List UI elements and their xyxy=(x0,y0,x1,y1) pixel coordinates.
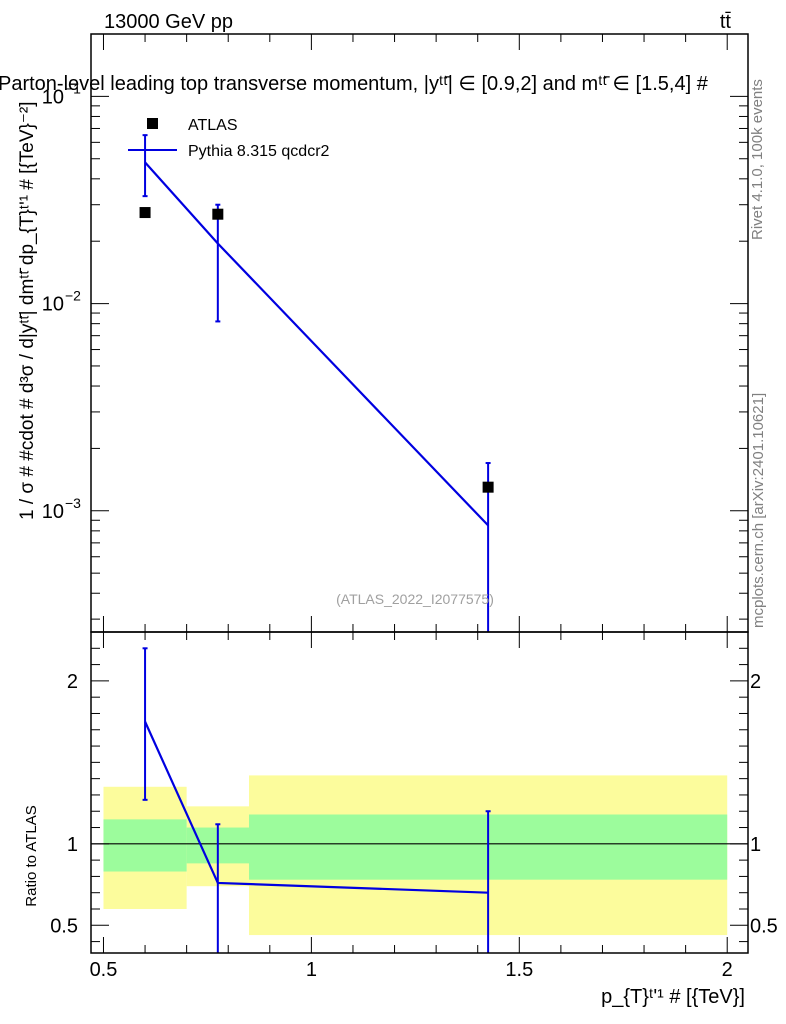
ratio-tick-label-right: 1 xyxy=(750,834,761,856)
axis-ticks xyxy=(91,33,748,953)
atlas-data-point xyxy=(482,481,494,493)
legend-pythia-label: Pythia 8.315 qcdcr2 xyxy=(188,143,330,160)
legend-atlas-label: ATLAS xyxy=(188,117,238,134)
ratio-tick-label-left: 1 xyxy=(67,834,78,856)
analysis-tag: (ATLAS_2022_I2077575) xyxy=(336,591,494,607)
ratio-tick-label-right: 2 xyxy=(750,671,761,693)
y-tick-exponent: −3 xyxy=(65,495,81,511)
mc-ratio-series xyxy=(142,647,491,953)
legend-atlas-marker xyxy=(147,118,158,129)
plot-frames xyxy=(90,33,749,954)
ratio-bands xyxy=(103,775,728,936)
x-tick-label: 1 xyxy=(306,959,317,981)
axis-tick-labels: 0.5 1 1.5 210−110−210 −30.5 0.51 12 2 xyxy=(42,80,778,981)
x-tick-label: 1.5 xyxy=(505,959,533,981)
y-tick-label: 10 xyxy=(42,294,64,316)
atlas-data-point xyxy=(212,208,224,220)
mc-main-series xyxy=(142,134,491,632)
y-tick-exponent: −2 xyxy=(65,288,81,304)
y-tick-label: 10 xyxy=(42,501,64,523)
mc-main-line xyxy=(144,161,489,527)
ratio-frame xyxy=(90,631,749,954)
ratio-tick-label-right: 0.5 xyxy=(750,915,778,937)
mcplots-label: mcplots.cern.ch [arXiv:2401.10621] xyxy=(750,393,767,628)
ratio-tick-label-left: 2 xyxy=(67,671,78,693)
x-tick-label: 0.5 xyxy=(90,959,118,981)
atlas-data-point xyxy=(139,207,151,219)
y-axis-label: 1 / σ # #cdot # d³σ / d|yᵗᵗ̄| dmᵗᵗ̄ dp_{… xyxy=(17,101,38,520)
x-tick-label: 2 xyxy=(722,959,733,981)
ratio-band-inner xyxy=(103,819,187,872)
ratio-y-axis-label: Ratio to ATLAS xyxy=(23,805,40,906)
y-tick-label: 10 xyxy=(42,86,64,108)
rivet-label: Rivet 4.1.0, 100k events xyxy=(749,79,766,240)
ratio-tick-label-left: 0.5 xyxy=(50,915,78,937)
plot-title: Parton-level leading top transverse mome… xyxy=(0,73,709,95)
data-main-series xyxy=(139,207,494,493)
y-tick-exponent: −1 xyxy=(65,80,81,96)
x-axis-label: p_{T}ᵗ'¹ # [{TeV}] xyxy=(601,986,745,1008)
legend: ATLAS Pythia 8.315 qcdcr2 xyxy=(128,117,330,160)
energy-label: 13000 GeV pp xyxy=(104,11,233,33)
process-label: tt̄ xyxy=(720,11,732,33)
